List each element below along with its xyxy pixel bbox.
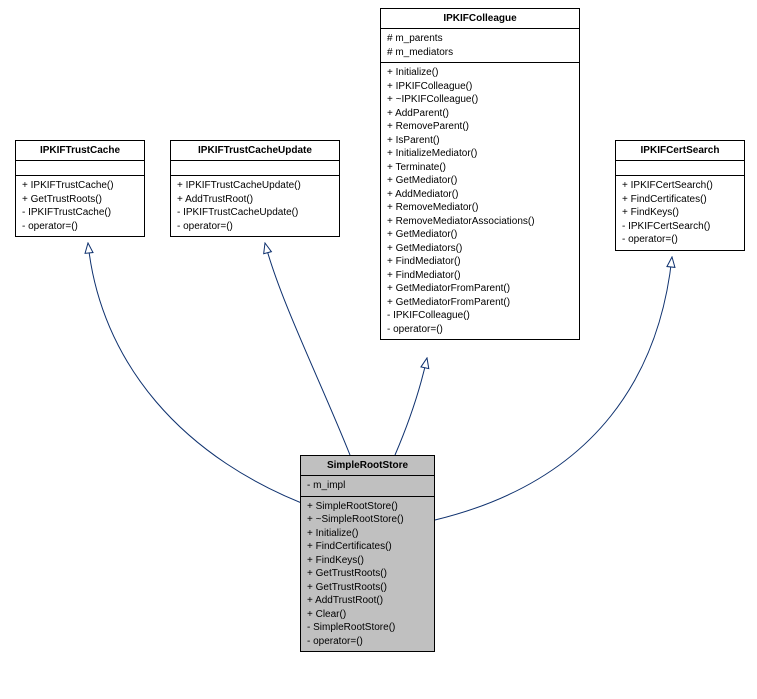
class-member: + IPKIFColleague() — [387, 80, 573, 94]
class-operations: + Initialize()+ IPKIFColleague()+ ~IPKIF… — [381, 63, 579, 339]
class-title: SimpleRootStore — [301, 456, 434, 476]
class-member: + AddTrustRoot() — [177, 193, 333, 207]
class-member: + Initialize() — [307, 527, 428, 541]
class-member: + InitializeMediator() — [387, 147, 573, 161]
class-member: + GetTrustRoots() — [307, 567, 428, 581]
class-attributes: - m_impl — [301, 476, 434, 497]
class-member: - operator=() — [307, 635, 428, 649]
class-member: - IPKIFTrustCache() — [22, 206, 138, 220]
class-operations: + IPKIFTrustCacheUpdate()+ AddTrustRoot(… — [171, 176, 339, 236]
class-ipkifcertsearch[interactable]: IPKIFCertSearch + IPKIFCertSearch()+ Fin… — [615, 140, 745, 251]
class-member: + RemoveMediator() — [387, 201, 573, 215]
class-member: + FindCertificates() — [307, 540, 428, 554]
edge-rootstore-colleague — [395, 358, 427, 455]
class-member: + FindMediator() — [387, 255, 573, 269]
class-member: + RemoveParent() — [387, 120, 573, 134]
class-member: - m_impl — [307, 479, 428, 493]
class-member: + FindMediator() — [387, 269, 573, 283]
class-ipkiftrustcache[interactable]: IPKIFTrustCache + IPKIFTrustCache()+ Get… — [15, 140, 145, 237]
class-member: # m_mediators — [387, 46, 573, 60]
class-ipkiftrustcacheupdate[interactable]: IPKIFTrustCacheUpdate + IPKIFTrustCacheU… — [170, 140, 340, 237]
class-member: + IsParent() — [387, 134, 573, 148]
class-member: - operator=() — [387, 323, 573, 337]
class-member: + GetMediators() — [387, 242, 573, 256]
class-member: + GetMediator() — [387, 174, 573, 188]
class-member: + AddParent() — [387, 107, 573, 121]
class-operations: + IPKIFTrustCache()+ GetTrustRoots()- IP… — [16, 176, 144, 236]
class-member: - operator=() — [22, 220, 138, 234]
class-member: + GetMediatorFromParent() — [387, 296, 573, 310]
class-member: # m_parents — [387, 32, 573, 46]
class-member: + GetTrustRoots() — [307, 581, 428, 595]
class-member: + Initialize() — [387, 66, 573, 80]
class-member: + Clear() — [307, 608, 428, 622]
edge-rootstore-trustcache — [88, 243, 320, 510]
class-member: - IPKIFColleague() — [387, 309, 573, 323]
class-title: IPKIFCertSearch — [616, 141, 744, 161]
class-attributes: # m_parents# m_mediators — [381, 29, 579, 63]
class-member: + GetMediator() — [387, 228, 573, 242]
class-simplerootstore[interactable]: SimpleRootStore - m_impl + SimpleRootSto… — [300, 455, 435, 652]
class-attributes — [16, 161, 144, 176]
class-member: + GetMediatorFromParent() — [387, 282, 573, 296]
class-member: + AddMediator() — [387, 188, 573, 202]
class-member: + AddTrustRoot() — [307, 594, 428, 608]
class-member: + IPKIFTrustCacheUpdate() — [177, 179, 333, 193]
class-member: - IPKIFCertSearch() — [622, 220, 738, 234]
class-attributes — [616, 161, 744, 176]
class-member: - SimpleRootStore() — [307, 621, 428, 635]
class-title: IPKIFTrustCache — [16, 141, 144, 161]
class-member: + FindKeys() — [622, 206, 738, 220]
class-title: IPKIFColleague — [381, 9, 579, 29]
class-member: + IPKIFCertSearch() — [622, 179, 738, 193]
class-member: + FindCertificates() — [622, 193, 738, 207]
class-member: + Terminate() — [387, 161, 573, 175]
uml-canvas: IPKIFTrustCache + IPKIFTrustCache()+ Get… — [0, 0, 757, 699]
edge-rootstore-trustcacheupdate — [265, 243, 350, 455]
class-member: - operator=() — [622, 233, 738, 247]
class-ipkifcolleague[interactable]: IPKIFColleague # m_parents# m_mediators … — [380, 8, 580, 340]
class-operations: + IPKIFCertSearch()+ FindCertificates()+… — [616, 176, 744, 250]
class-member: - IPKIFTrustCacheUpdate() — [177, 206, 333, 220]
class-member: - operator=() — [177, 220, 333, 234]
class-member: + RemoveMediatorAssociations() — [387, 215, 573, 229]
class-title: IPKIFTrustCacheUpdate — [171, 141, 339, 161]
class-member: + ~IPKIFColleague() — [387, 93, 573, 107]
class-attributes — [171, 161, 339, 176]
class-member: + FindKeys() — [307, 554, 428, 568]
class-member: + ~SimpleRootStore() — [307, 513, 428, 527]
class-member: + IPKIFTrustCache() — [22, 179, 138, 193]
class-member: + SimpleRootStore() — [307, 500, 428, 514]
class-operations: + SimpleRootStore()+ ~SimpleRootStore()+… — [301, 497, 434, 652]
class-member: + GetTrustRoots() — [22, 193, 138, 207]
